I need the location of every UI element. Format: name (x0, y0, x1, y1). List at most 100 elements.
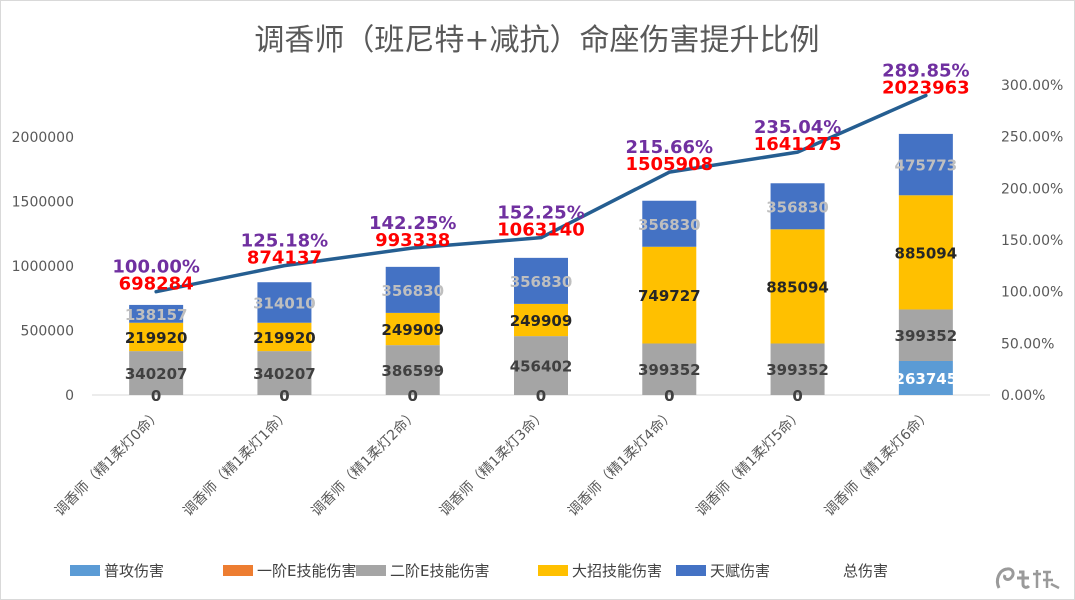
bar-label: 475773 (895, 157, 958, 175)
bar-segment (514, 303, 568, 337)
bar-segment (129, 351, 184, 395)
percentage-label: 100.00% (112, 257, 200, 278)
right-tick-label: 200.00% (1001, 181, 1063, 197)
bar-label: 356830 (766, 198, 829, 216)
bar-label: 885094 (766, 278, 829, 296)
total-label: 1641275 (754, 134, 842, 155)
total-label: 1063140 (497, 220, 585, 241)
bar-label: 0 (279, 387, 289, 405)
right-tick-label: 100.00% (1001, 285, 1063, 301)
bar-segment (642, 246, 697, 344)
bar-segment (514, 336, 568, 395)
stacked-bars (129, 133, 953, 395)
left-tick-label: 0 (65, 388, 74, 404)
total-label: 2023963 (882, 77, 970, 98)
percentage-series-line (154, 93, 928, 294)
bar-label: 399352 (638, 361, 701, 379)
category-label: 调香师（精1柔灯6命） (821, 406, 935, 520)
category-label: 调香师（精1柔灯0命） (51, 406, 165, 520)
bar-segment (257, 351, 312, 395)
left-tick-label: 2000000 (12, 130, 74, 146)
bar-label: 386599 (381, 362, 444, 380)
bar-label: 249909 (510, 312, 573, 330)
total-label: 698284 (119, 274, 194, 295)
category-label: 调香师（精1柔灯3命） (436, 406, 550, 520)
bar-label: 0 (792, 387, 802, 405)
right-tick-label: 50.00% (1001, 336, 1054, 352)
bar-segment (129, 304, 184, 323)
right-tick-label: 0.00% (1001, 388, 1045, 404)
bar-segment (642, 200, 697, 247)
bar-segment (385, 345, 440, 395)
total-label: 993338 (375, 230, 450, 251)
legend-label: 天赋伤害 (710, 562, 770, 580)
category-label: 调香师（精1柔灯5命） (693, 406, 807, 520)
legend-swatch (223, 565, 253, 576)
legend: 普攻伤害 一阶E技能伤害 二阶E技能伤害 大招技能伤害 天赋伤害 总伤害 (70, 562, 888, 580)
legend-label: 总伤害 (843, 562, 888, 580)
bar-label: 138157 (125, 306, 188, 324)
bar-label: 399352 (766, 361, 829, 379)
left-tick-label: 1000000 (12, 259, 74, 275)
watermark-logo (995, 567, 1060, 590)
bar-segment (898, 309, 953, 361)
bar-segment (770, 229, 825, 344)
bar-segment (898, 360, 953, 395)
percentage-line (154, 93, 928, 294)
bar-segment (257, 282, 312, 323)
right-tick-label: 150.00% (1001, 233, 1063, 249)
left-tick-label: 500000 (21, 324, 74, 340)
legend-swatch (676, 565, 706, 576)
bar-label: 0 (407, 387, 417, 405)
bar-segment (642, 343, 697, 395)
bar-label: 885094 (895, 244, 958, 262)
bar-segment (898, 133, 953, 196)
bar-label: 249909 (381, 321, 444, 339)
right-tick-label: 300.00% (1001, 78, 1063, 94)
legend-label: 大招技能伤害 (572, 562, 662, 580)
bar-label: 340207 (125, 365, 188, 383)
bar-label: 356830 (510, 273, 573, 291)
bar-label: 399352 (895, 327, 958, 345)
category-label: 调香师（精1柔灯2命） (308, 406, 422, 520)
legend-swatch (356, 565, 386, 576)
bar-label: 0 (536, 387, 546, 405)
legend-label: 二阶E技能伤害 (390, 562, 489, 580)
bar-segment (770, 183, 825, 230)
right-axis: 0.00% 50.00% 100.00% 150.00% 200.00% 250.00% 3… (1001, 78, 1063, 404)
category-label: 调香师（精1柔灯1命） (180, 406, 294, 520)
bar-segment (257, 322, 312, 352)
bar-segment (898, 195, 953, 310)
legend-swatch (538, 565, 568, 576)
percentage-label: 125.18% (241, 231, 329, 252)
bar-label: 456402 (510, 358, 573, 376)
total-label: 1505908 (625, 154, 713, 175)
bar-label: 340207 (253, 365, 316, 383)
category-label: 调香师（精1柔灯4命） (564, 406, 678, 520)
bar-label: 219920 (253, 329, 316, 347)
legend-label: 一阶E技能伤害 (257, 562, 356, 580)
category-labels: 调香师（精1柔灯0命） 调香师（精1柔灯1命） 调香师（精1柔灯2命） 调香师（精1柔… (51, 406, 934, 520)
bar-segment (770, 343, 825, 395)
percentage-label: 152.25% (497, 203, 585, 224)
bar-segment (385, 312, 440, 346)
percentage-label: 215.66% (626, 137, 714, 158)
bar-label: 0 (151, 387, 161, 405)
percentage-label: 142.25% (369, 213, 457, 234)
bar-label: 356830 (381, 282, 444, 300)
bar-label: 749727 (638, 287, 701, 305)
chart-title: 调香师（班尼特+减抗）命座伤害提升比例 (254, 23, 819, 58)
data-labels: 0 340207 219920 138157 0 340207 219920 314010 0 3… (112, 60, 969, 405)
bar-label: 263745 (895, 370, 958, 388)
bar-label: 356830 (638, 216, 701, 234)
percentage-label: 235.04% (754, 117, 842, 138)
left-tick-label: 1500000 (12, 195, 74, 211)
total-label: 874137 (247, 248, 322, 269)
bar-segment (514, 257, 568, 304)
legend-label: 普攻伤害 (104, 562, 164, 580)
percentage-label: 289.85% (882, 60, 970, 81)
bar-segment (129, 322, 184, 352)
legend-swatch (70, 565, 100, 576)
bar-segment (385, 266, 440, 313)
